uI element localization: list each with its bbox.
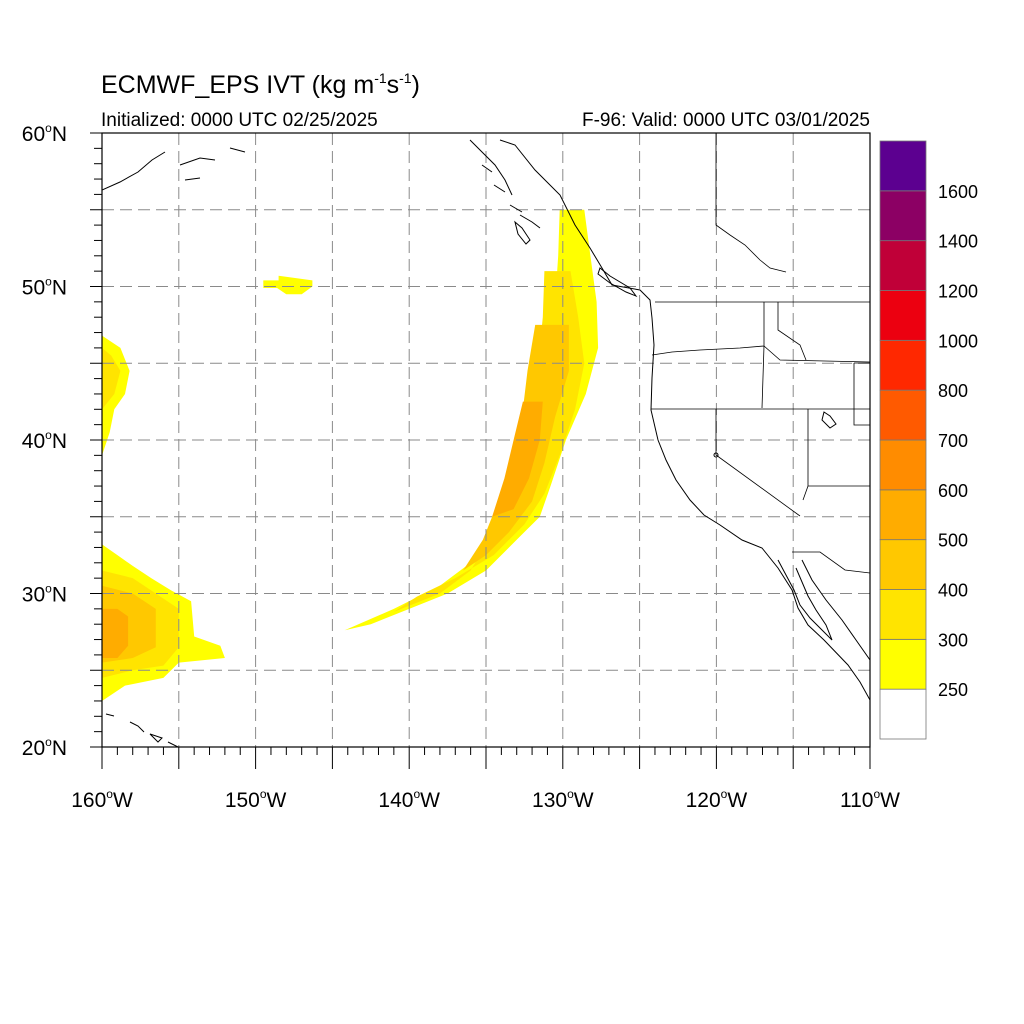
colorbar-label: 1600 (938, 182, 978, 202)
lon-tick-label: 150oW (225, 787, 287, 812)
colorbar-swatch (879, 140, 927, 192)
colorbar-swatch (879, 688, 927, 740)
ivt-shading (102, 209, 599, 701)
lat-tick-label: 30oN (22, 582, 67, 607)
colorbar: 250 300 400 500 600 700 800 1000 1200 1400 1600 (879, 140, 978, 740)
initialized-time: Initialized: 0000 UTC 02/25/2025 (101, 110, 378, 131)
us-mexico-border (792, 551, 870, 574)
colorbar-swatch (879, 489, 927, 541)
colorbar-swatch (879, 539, 927, 590)
alaska-coast (102, 147, 246, 191)
great-salt-lake (821, 411, 837, 429)
lat-tick-label: 40oN (22, 428, 67, 453)
ivt-small-patch (263, 275, 313, 295)
haida-gwaii-island (514, 220, 531, 245)
coastline-alaska-islands (469, 139, 541, 229)
colorbar-label: 600 (938, 481, 968, 501)
colorbar-swatch (879, 190, 927, 242)
colorbar-swatch (879, 240, 927, 291)
colorbar-label: 1200 (938, 282, 978, 302)
ivt-river-500 (492, 401, 543, 517)
gulf-of-california-coast (801, 559, 870, 661)
title-exponent-1: -1 (374, 70, 387, 86)
lon-tick-label: 130oW (532, 787, 594, 812)
colorbar-label: 1400 (938, 232, 978, 252)
title-unit-s: s (386, 71, 400, 99)
wa-or-border (651, 345, 870, 363)
graticule (102, 133, 870, 747)
ivt-sw-500 (102, 608, 129, 658)
map-title: ECMWF_EPS IVT (kg m-1s-1) (101, 70, 420, 100)
lon-tick-label: 120oW (686, 787, 748, 812)
valid-time: F-96: Valid: 0000 UTC 03/01/2025 (582, 110, 870, 131)
title-text: ECMWF_EPS IVT (kg m (101, 71, 375, 99)
lat-tick-label: 50oN (22, 275, 67, 300)
title-close: ) (411, 71, 420, 99)
alaska-canada-border (715, 133, 787, 273)
colorbar-label: 400 (938, 581, 968, 601)
colorbar-label: 700 (938, 431, 968, 451)
colorbar-swatch (879, 638, 927, 690)
ca-nv-border (715, 409, 801, 517)
wyoming-border (853, 362, 870, 426)
vancouver-island (597, 267, 638, 298)
colorbar-swatch (879, 439, 927, 491)
coastlines-and-borders (102, 139, 870, 747)
coastline-north-america (499, 139, 870, 701)
lon-tick-label: 140oW (378, 787, 440, 812)
lat-tick-label: 60oN (22, 121, 67, 146)
lat-tick-label: 20oN (22, 735, 67, 760)
lon-tick-label: 160oW (71, 787, 133, 812)
colorbar-swatch (879, 389, 927, 441)
colorbar-label: 800 (938, 381, 968, 401)
idaho-border (761, 302, 807, 409)
colorbar-label: 300 (938, 630, 968, 650)
colorbar-label: 500 (938, 531, 968, 551)
title-exponent-2: -1 (399, 70, 412, 86)
colorbar-swatch (879, 589, 927, 640)
colorbar-swatch (879, 339, 927, 391)
nv-ut-border (802, 409, 809, 501)
hawaii-islands (105, 713, 179, 747)
baja-california (777, 559, 833, 641)
colorbar-label: 1000 (938, 331, 978, 351)
axes: 160oW 150oW 140oW 130oW 120oW 110oW 60oN 50oN 40… (22, 121, 900, 812)
political-borders (651, 133, 870, 574)
colorbar-swatch (879, 290, 927, 341)
lon-tick-label: 110oW (840, 787, 900, 812)
colorbar-label: 250 (938, 680, 968, 700)
